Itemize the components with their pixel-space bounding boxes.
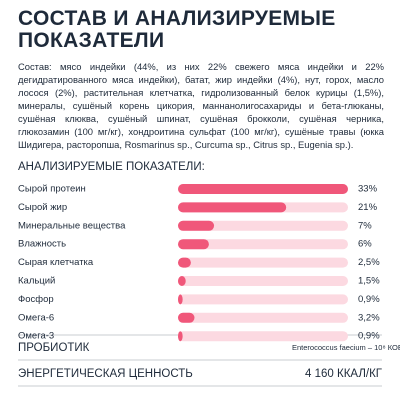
value-label: 3,2% — [358, 312, 380, 323]
category-label: Сырой жир — [18, 202, 67, 213]
bar — [178, 239, 209, 250]
energy-value: 4 160 ККАЛ/КГ — [305, 368, 383, 380]
bar-track — [178, 331, 348, 342]
bar-track — [178, 294, 348, 305]
bar-track — [178, 257, 348, 268]
category-label: Фосфор — [18, 294, 54, 305]
bar-track — [178, 276, 348, 286]
category-label: Омега-6 — [18, 312, 54, 323]
category-label: Кальций — [18, 276, 55, 287]
value-label: 2,5% — [358, 257, 380, 268]
category-label: Сырой протеин — [18, 184, 86, 195]
bar — [178, 257, 191, 268]
value-label: 7% — [358, 220, 372, 231]
value-label: 21% — [358, 202, 378, 213]
composition: Состав: мясо индейки (44%, из них 22% св… — [18, 61, 384, 150]
value-label: 6% — [358, 239, 372, 250]
bar-track — [178, 239, 348, 250]
bar — [178, 331, 183, 342]
energy-label: ЭНЕРГЕТИЧЕСКАЯ ЦЕННОСТЬ — [18, 368, 193, 380]
value-label: 33% — [358, 184, 378, 195]
section-title: АНАЛИЗИРУЕМЫЕ ПОКАЗАТЕЛИ: — [18, 161, 205, 173]
category-label: Омега-3 — [18, 331, 54, 342]
bar — [178, 294, 183, 305]
category-label: Сырая клетчатка — [18, 257, 94, 268]
title: СОСТАВ И АНАЛИЗИРУЕМЫЕ ПОКАЗАТЕЛИ — [18, 7, 336, 52]
bar — [178, 202, 287, 213]
bar — [178, 312, 195, 323]
bar — [178, 184, 348, 194]
probiotic-label: ПРОБИОТИК — [18, 342, 90, 354]
bar — [178, 276, 186, 286]
value-label: 0,9% — [358, 331, 380, 342]
probiotic-value: Enterococcus faecium – 10⁸ КОЕ — [292, 343, 400, 352]
value-label: 1,5% — [358, 276, 380, 287]
category-label: Влажность — [18, 239, 66, 250]
bar — [178, 220, 215, 231]
bar-track — [178, 312, 348, 323]
bar-track — [178, 220, 348, 231]
category-label: Минеральные вещества — [18, 220, 126, 231]
value-label: 0,9% — [358, 294, 380, 305]
